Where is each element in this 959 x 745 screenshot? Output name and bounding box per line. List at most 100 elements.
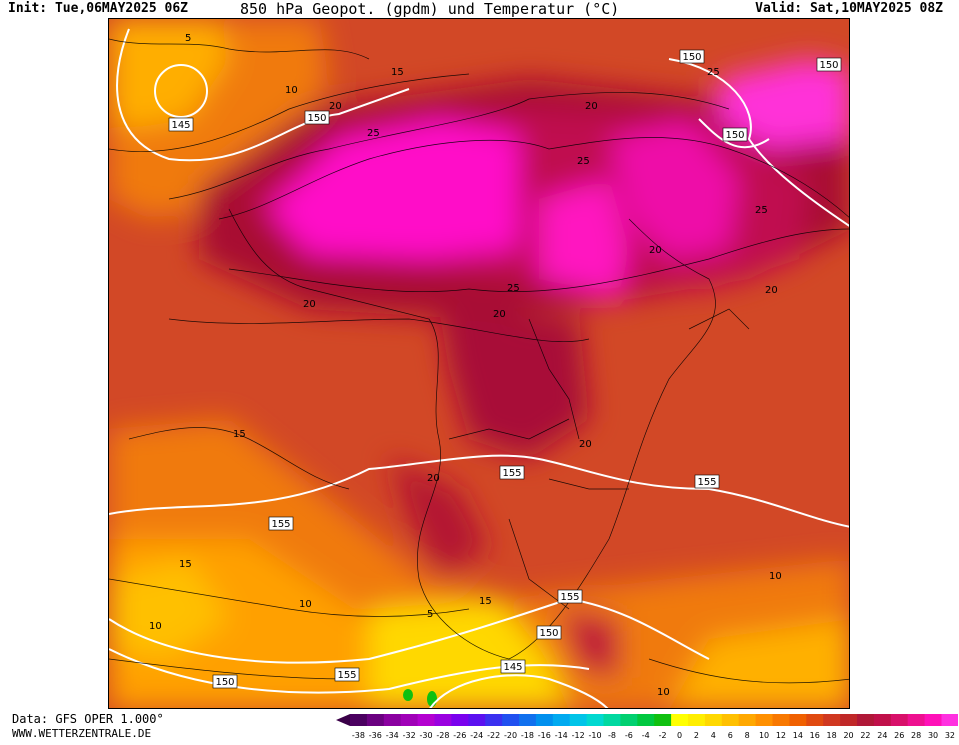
legend-tick-label: -12 [572, 731, 585, 740]
legend-swatch [721, 714, 740, 726]
legend-tick-label: -16 [538, 731, 551, 740]
legend-swatch [569, 714, 588, 726]
geo-label: 155 [502, 468, 521, 479]
geo-label: 155 [337, 670, 356, 681]
legend-tick-label: -2 [659, 731, 667, 740]
legend-tick-label: 32 [945, 731, 955, 740]
legend-swatch [772, 714, 790, 726]
legend-tick-label: -20 [504, 731, 517, 740]
legend-swatch [603, 714, 621, 726]
temp-label: 15 [479, 596, 492, 607]
legend-tick-label: -28 [436, 731, 449, 740]
legend-swatch [586, 714, 604, 726]
geo-label: 150 [682, 52, 701, 63]
legend-tick-label: 14 [793, 731, 803, 740]
map-canvas: 145 150 150 150 150 155 155 155 155 150 … [109, 19, 849, 708]
legend-swatch [806, 714, 824, 726]
legend-swatch [366, 714, 385, 726]
legend-swatch [873, 714, 892, 726]
legend-swatch [924, 714, 942, 726]
temp-label: 5 [427, 609, 433, 620]
legend-swatch [350, 714, 368, 726]
legend-swatch [620, 714, 638, 726]
geo-label: 150 [215, 677, 234, 688]
temp-label: 5 [185, 33, 191, 44]
temp-label: 10 [657, 687, 670, 698]
legend-tick-label: 12 [776, 731, 786, 740]
init-time: Init: Tue,06MAY2025 06Z [8, 1, 189, 16]
website-credit: WWW.WETTERZENTRALE.DE [12, 727, 152, 740]
valid-time: Valid: Sat,10MAY2025 08Z [755, 1, 943, 16]
legend-swatch [907, 714, 926, 726]
legend-swatch [468, 714, 486, 726]
geo-label: 145 [171, 120, 190, 131]
geo-label: 155 [271, 519, 290, 530]
legend-swatch [535, 714, 554, 726]
legend-swatch [823, 714, 841, 726]
geo-label: 150 [307, 113, 326, 124]
temp-label: 20 [303, 299, 316, 310]
legend-tick-label: 6 [728, 731, 733, 740]
legend-tick-label: -22 [487, 731, 500, 740]
temp-label: 25 [577, 156, 590, 167]
temp-label: 10 [769, 571, 782, 582]
legend-tick-label: 24 [877, 731, 887, 740]
legend-tick-label: 22 [860, 731, 870, 740]
data-source: Data: GFS OPER 1.000° [12, 712, 164, 726]
temp-label: 20 [329, 101, 342, 112]
legend-tick-label: -38 [352, 731, 365, 740]
temp-label: 20 [765, 285, 778, 296]
geopotential-labels: 145 150 150 150 150 155 155 155 155 150 … [168, 49, 842, 689]
temp-label: 10 [285, 85, 298, 96]
legend-swatch [434, 714, 452, 726]
legend-tick-label: -14 [555, 731, 568, 740]
legend-tick-label: 26 [894, 731, 904, 740]
geo-label: 145 [503, 662, 522, 673]
legend-swatch [890, 714, 909, 726]
temp-label: 15 [179, 559, 192, 570]
legend-tick-label: 4 [711, 731, 716, 740]
legend-swatch [485, 714, 503, 726]
legend-swatch [688, 714, 706, 726]
temperature-legend: -38 -36 -34 -32 -30 -28 -26 -24 -22 -20 -18 -16 -14-… [336, 712, 959, 741]
legend-tick-label: 20 [843, 731, 853, 740]
legend-swatch [789, 714, 807, 726]
temp-label: 15 [391, 67, 404, 78]
geo-label: 155 [560, 592, 579, 603]
temp-label: 10 [149, 621, 162, 632]
legend-tick-label: -36 [369, 731, 382, 740]
legend-tick-label: 10 [759, 731, 769, 740]
legend-swatch [637, 714, 655, 726]
temp-label: 20 [585, 101, 598, 112]
temp-label: 20 [493, 309, 506, 320]
geo-label: 150 [819, 60, 838, 71]
legend-tick-label: -34 [386, 731, 399, 740]
legend-swatch [755, 714, 773, 726]
legend-swatch [738, 714, 757, 726]
temp-label: 25 [507, 283, 520, 294]
legend-tick-label: 2 [694, 731, 699, 740]
legend-tick-label: 18 [827, 731, 837, 740]
geo-label: 155 [697, 477, 716, 488]
weather-map: 145 150 150 150 150 155 155 155 155 150 … [108, 18, 850, 709]
legend-swatch [519, 714, 537, 726]
legend-swatch [502, 714, 520, 726]
legend-swatch [671, 714, 689, 726]
legend-tick-label: 30 [928, 731, 938, 740]
legend-tick-label: 28 [911, 731, 921, 740]
legend-arrow-left [336, 714, 350, 726]
temp-label: 20 [427, 473, 440, 484]
temperature-labels: 5 10 15 20 25 20 25 25 25 20 20 20 25 20… [149, 33, 782, 698]
legend-tick-label: -30 [420, 731, 433, 740]
legend-swatch [417, 714, 435, 726]
legend-swatch [704, 714, 723, 726]
legend-swatch [941, 714, 959, 726]
legend-swatch [552, 714, 571, 726]
temp-label: 25 [755, 205, 768, 216]
legend-swatch [383, 714, 402, 726]
legend-swatch [857, 714, 875, 726]
legend-tick-label: -18 [521, 731, 534, 740]
legend-swatch [451, 714, 469, 726]
legend-tick-label: 0 [677, 731, 682, 740]
legend-tick-label: -6 [625, 731, 633, 740]
